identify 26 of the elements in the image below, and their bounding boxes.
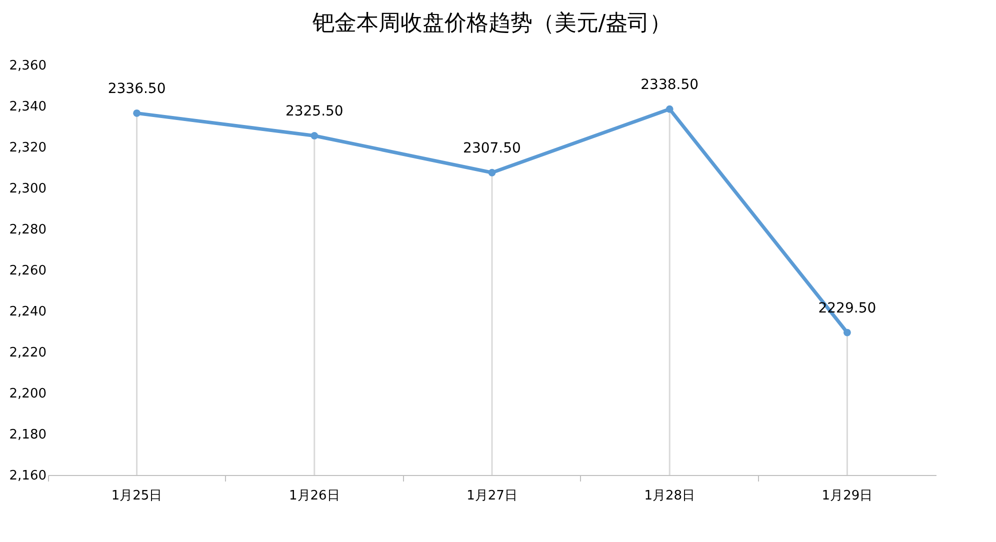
y-tick-label: 2,240 [9,304,46,320]
point [133,109,141,117]
y-tick-label: 2,220 [9,346,46,360]
x-tick-label: 1月25日 [111,488,162,504]
x-tick-label: 1月28日 [644,488,696,504]
y-tick-label: 2,260 [9,264,46,278]
y-tick-label: 2,360 [9,58,46,74]
y-tick-label: 2,340 [9,100,46,114]
point [488,168,496,176]
y-tick-label: 2,180 [9,428,46,442]
chart-title: 钯金本周收盘价格趋势（美元/盎司） [311,11,672,36]
data-label: 2325.50 [285,104,344,120]
data-label: 2307.50 [463,140,521,157]
data-label: 2336.50 [108,81,166,98]
point [310,132,318,140]
point [843,328,851,336]
y-tick-label: 2,320 [9,140,46,156]
x-tick-label: 1月26日 [288,488,340,504]
y-tick-label: 2,280 [9,222,46,238]
point [666,105,674,113]
y-tick-label: 2,200 [9,386,46,402]
data-label: 2338.50 [640,77,699,94]
y-tick-label: 2,160 [9,468,46,484]
x-tick-label: 1月29日 [822,488,873,504]
x-tick-label: 1月27日 [466,488,518,504]
y-tick-label: 2,300 [9,182,46,196]
